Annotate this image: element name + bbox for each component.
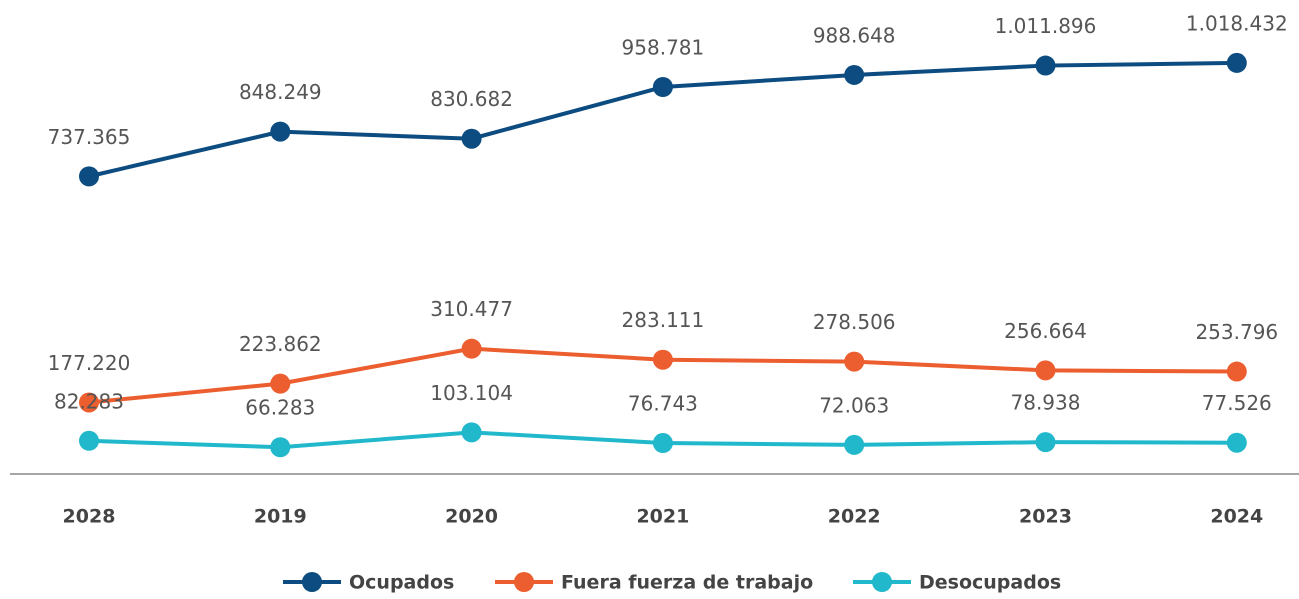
data-point (270, 373, 291, 394)
data-point (1226, 361, 1247, 382)
data-label: 66.283 (245, 396, 315, 420)
x-tick-label: 2022 (828, 506, 881, 528)
data-label: 253.796 (1195, 320, 1278, 344)
x-tick-label: 2023 (1019, 506, 1072, 528)
data-label: 72.063 (819, 393, 889, 417)
legend-dot (872, 572, 892, 592)
data-label: 737.365 (48, 125, 131, 149)
data-point (270, 121, 291, 142)
data-label: 830.682 (430, 87, 513, 111)
data-label: 223.862 (239, 332, 322, 356)
data-point (461, 338, 482, 359)
data-point (844, 64, 865, 85)
data-label: 283.111 (622, 308, 705, 332)
data-point (1226, 432, 1247, 453)
data-point (652, 349, 673, 370)
data-label: 256.664 (1004, 319, 1087, 343)
x-tick-label: 2019 (254, 506, 307, 528)
data-label: 103.104 (430, 381, 513, 405)
x-tick-label: 2024 (1210, 506, 1263, 528)
data-point (1035, 55, 1056, 76)
data-label: 82.283 (54, 389, 124, 413)
data-label: 1.018.432 (1186, 11, 1288, 35)
data-label: 848.249 (239, 80, 322, 104)
data-point (1035, 432, 1056, 453)
data-point (270, 437, 291, 458)
data-label: 278.506 (813, 310, 896, 334)
data-label: 310.477 (430, 297, 513, 321)
x-tick-label: 2020 (445, 506, 498, 528)
legend-label: Desocupados (919, 572, 1061, 594)
data-point (652, 77, 673, 98)
data-point (461, 128, 482, 149)
data-point (1035, 360, 1056, 381)
data-point (79, 166, 99, 187)
data-label: 958.781 (622, 36, 705, 60)
x-tick-label: 2028 (63, 506, 116, 528)
data-label: 177.220 (48, 351, 131, 375)
data-point (79, 392, 99, 413)
legend-dot (514, 572, 534, 592)
data-label: 1.011.896 (995, 14, 1097, 38)
data-point (1226, 52, 1247, 73)
data-point (79, 430, 99, 451)
data-label: 76.743 (628, 392, 698, 416)
legend-label: Ocupados (349, 572, 454, 594)
data-point (652, 433, 673, 454)
data-point (844, 434, 865, 455)
legend-label: Fuera fuerza de trabajo (561, 572, 813, 594)
legend-dot (302, 572, 322, 592)
x-tick-label: 2021 (636, 506, 689, 528)
data-label: 78.938 (1011, 391, 1081, 415)
data-label: 988.648 (813, 23, 896, 47)
data-label: 77.526 (1202, 391, 1272, 415)
data-point (844, 351, 865, 372)
data-point (461, 422, 482, 443)
